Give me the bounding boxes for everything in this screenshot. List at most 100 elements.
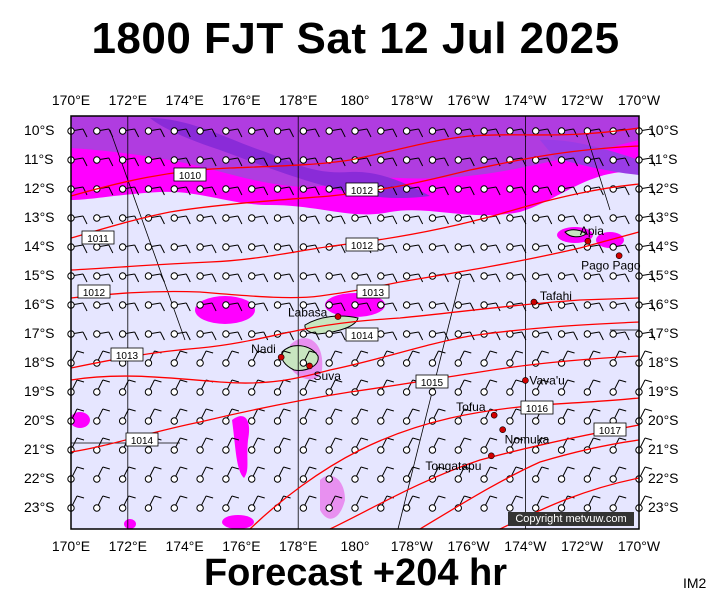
place-name: Vava'u	[529, 373, 564, 387]
wind-barb	[557, 437, 575, 454]
place-marker: Apia	[580, 224, 604, 245]
wind-barb	[325, 156, 346, 167]
wind-barb	[557, 330, 578, 341]
wind-barb	[273, 408, 291, 425]
wind-barb	[402, 243, 424, 254]
lon-label: 176°W	[447, 538, 490, 554]
svg-text:1014: 1014	[351, 331, 374, 342]
wind-barb	[273, 272, 294, 283]
lat-label: 21°S	[24, 441, 55, 457]
wind-barb	[170, 272, 191, 283]
wind-barb	[93, 437, 110, 454]
wind-barb	[170, 330, 191, 341]
wind-barb	[273, 466, 291, 483]
wind-barb	[222, 272, 243, 283]
wind-barb	[196, 466, 214, 483]
wind-barb	[222, 437, 240, 454]
wind-barb	[454, 379, 472, 396]
wind-barb	[402, 437, 420, 454]
wind-barb	[480, 272, 501, 283]
wind-barb	[454, 272, 475, 283]
wind-barb	[248, 466, 265, 483]
lat-label: 16°S	[24, 296, 55, 312]
wind-barb	[506, 330, 527, 341]
place-marker: Labasa	[288, 306, 342, 320]
lat-label: 17°S	[24, 325, 55, 341]
lat-label: 13°S	[648, 209, 679, 225]
lon-label: 172°W	[561, 92, 604, 108]
wind-barb	[377, 379, 394, 396]
wind-barbs	[67, 127, 656, 512]
wind-barb	[506, 243, 527, 254]
wind-barb	[273, 350, 291, 367]
wind-barb	[93, 495, 110, 512]
lat-label: 12°S	[24, 180, 55, 196]
wind-barb	[299, 408, 317, 425]
wind-barb	[583, 301, 604, 312]
wind-barb	[325, 437, 343, 454]
lon-label: 172°E	[108, 92, 147, 108]
wind-barb	[144, 466, 162, 483]
isobar-label: 1011	[81, 230, 115, 245]
wind-barb	[506, 437, 524, 454]
wind-barb	[377, 301, 398, 312]
place-name: Tongatapu	[425, 459, 481, 473]
wind-barb	[454, 185, 475, 196]
wind-barb	[222, 350, 240, 367]
wind-barb	[144, 379, 162, 396]
wind-barb	[93, 466, 110, 483]
wind-barb	[248, 127, 269, 138]
copyright-label: Copyright metvuw.com	[508, 512, 634, 526]
wind-barb	[402, 495, 420, 512]
wind-barb	[532, 466, 549, 483]
wind-barb	[506, 272, 527, 283]
place-marker: Tofua	[456, 400, 498, 419]
wind-barb	[325, 408, 343, 425]
wind-barb	[609, 330, 630, 341]
isobar-label: 1014	[345, 327, 379, 342]
wind-barb	[222, 214, 243, 225]
wind-barb	[506, 350, 524, 367]
wind-barb	[170, 379, 188, 396]
wind-barb	[248, 301, 269, 312]
wind-barb	[248, 495, 265, 512]
wind-barb	[118, 272, 140, 283]
wind-barb	[428, 185, 449, 196]
wind-barb	[480, 301, 501, 312]
wind-barb	[557, 466, 575, 483]
svg-text:1013: 1013	[362, 288, 385, 299]
wind-barb	[325, 214, 346, 225]
place-marker: Vava'u	[522, 373, 565, 387]
wind-barb	[480, 243, 501, 254]
wind-barb	[402, 408, 420, 425]
wind-barb	[170, 408, 188, 425]
lon-label: 180°	[340, 92, 370, 108]
wind-barb	[170, 243, 191, 254]
place-name: Labasa	[288, 306, 328, 320]
wind-barb	[325, 301, 346, 312]
isobar-line	[70, 321, 640, 384]
lon-label: 178°W	[390, 92, 433, 108]
wind-barb	[583, 330, 604, 341]
wind-barb	[609, 214, 630, 225]
wind-barb	[118, 408, 136, 425]
wind-barb	[609, 437, 627, 454]
wind-barb	[248, 272, 269, 283]
wind-barb	[351, 214, 372, 225]
wind-barb	[325, 495, 343, 512]
wind-barb	[351, 466, 369, 483]
wind-barb	[402, 350, 420, 367]
wind-barb	[299, 495, 317, 512]
wind-barb	[170, 437, 188, 454]
wind-barb	[377, 437, 394, 454]
wind-barb	[325, 330, 346, 341]
wind-barb	[583, 214, 604, 225]
wind-barb	[480, 495, 498, 512]
wind-barb	[532, 214, 553, 225]
place-name: Nadi	[251, 342, 276, 356]
wind-barb	[299, 437, 317, 454]
wind-barb	[299, 379, 317, 396]
wind-barb	[144, 330, 165, 341]
wind-barb	[170, 214, 191, 225]
wind-barb	[299, 243, 320, 254]
